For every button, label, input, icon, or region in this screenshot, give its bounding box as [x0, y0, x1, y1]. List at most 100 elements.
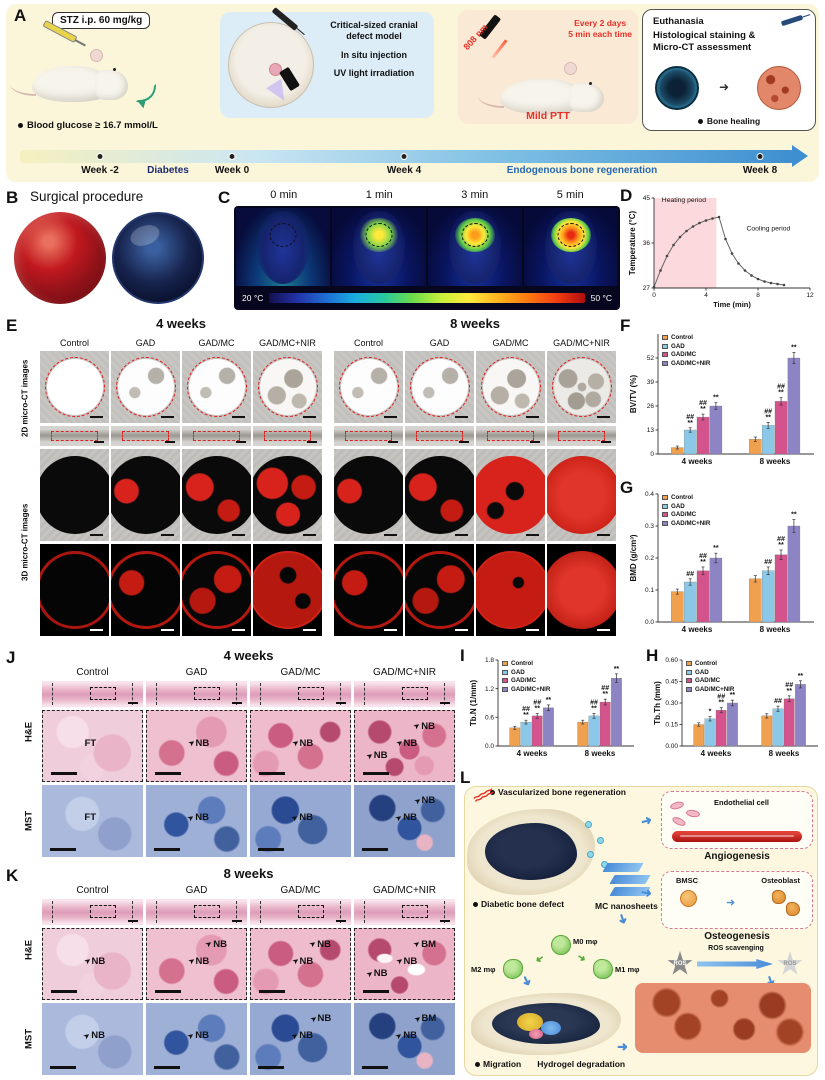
tissue-label-BM: ➤ BM [413, 938, 437, 950]
legend-item: GAD/MC+NIR [662, 360, 710, 367]
ros-text: ROS [783, 961, 797, 967]
column-header-GAD/MC+NIR: GAD/MC+NIR [372, 667, 437, 678]
ros-scavenging-arrow [697, 959, 773, 969]
defect-model-box: Critical-sized cranial defect model In s… [220, 7, 434, 118]
svg-text:45: 45 [643, 195, 651, 202]
svg-text:52: 52 [647, 355, 655, 362]
svg-text:8 weeks: 8 weeks [585, 749, 616, 758]
defect-disc [334, 456, 403, 534]
ros-scavenging-label: ROS scavenging [708, 945, 764, 952]
svg-text:0.0: 0.0 [645, 619, 654, 626]
legend-item: GAD/MC [662, 351, 710, 358]
panel-h-tbth-chart: H 0.00 0.15 0.30 0.45 0.60 Tb.Th (mm) 4 weeks *… [646, 646, 822, 768]
he-staining-image: ➤ NB ➤ NB ➤ NB [354, 710, 455, 782]
panel-d-temperature-curve: D 27 36 45 0 4 8 12 Heating period Cooling perio… [620, 186, 822, 314]
svg-text:**: ** [523, 712, 529, 719]
svg-text:8 weeks: 8 weeks [760, 625, 791, 634]
healed-bone-image [757, 66, 801, 110]
svg-text:27: 27 [643, 285, 651, 292]
osteogenesis-box: BMSC ➜ Osteoblast [661, 871, 813, 929]
bmsc-label: BMSC [676, 876, 699, 885]
legend-item: GAD [662, 503, 710, 510]
defect-margin-line [131, 683, 133, 705]
svg-text:Temperature (°C): Temperature (°C) [628, 210, 637, 275]
assessment-text: Histological staining & Micro-CT assessm… [653, 30, 755, 55]
panel-f-bvtv-chart: F 0 13 26 39 52 BV/TV (%) 4 weeks ## ** ## ** ** 8 w… [620, 316, 822, 476]
svg-text:0.0: 0.0 [485, 743, 494, 750]
tbn-chart: 0.0 0.6 1.2 1.8 Tb.N (1/mm) 4 weeks ## ** ## ** **… [468, 650, 638, 769]
defect-margin-line [156, 901, 158, 923]
micro-ct-3d-image [253, 544, 322, 636]
column-header-Control: Control [59, 338, 89, 348]
tissue-label-NB: ➤ NB [187, 1030, 210, 1042]
micro-ct-2d-section-image [111, 426, 180, 446]
week4-header: 4 weeks [156, 316, 206, 331]
legend-swatch [662, 352, 668, 357]
zoom-region-box [90, 686, 117, 700]
hydrogel-blob [541, 1021, 561, 1035]
micro-ct-2d-section-image [253, 426, 322, 446]
mouse-eye [113, 68, 117, 72]
svg-text:8 weeks: 8 weeks [769, 749, 800, 758]
svg-text:**: ** [700, 559, 706, 566]
mild-ptt-caption: Mild PTT [526, 110, 570, 122]
section-roi-box [264, 430, 311, 442]
hydrogel-photo [112, 212, 204, 304]
released-ion-dot [597, 837, 604, 844]
tissue-label-FT: FT [84, 737, 97, 749]
svg-text:0.6: 0.6 [485, 715, 494, 722]
svg-text:**: ** [778, 390, 784, 397]
svg-text:4 weeks: 4 weeks [517, 749, 548, 758]
defect-dashed-circle [365, 222, 393, 247]
defect-margin-line [52, 683, 54, 705]
legend-item: GAD [662, 343, 710, 350]
histology-overview-image [42, 899, 143, 925]
bullet-dot [473, 901, 478, 907]
section-roi-box [345, 430, 392, 442]
polarization-arrow: ➜ [532, 951, 546, 966]
defect-outline-dashed [186, 357, 247, 417]
diabetic-bone-defect-illustration [467, 809, 595, 895]
svg-text:**: ** [700, 406, 706, 413]
column-header-GAD: GAD [185, 667, 208, 678]
chart-legend: Control GAD GAD/MC GAD/MC+NIR [662, 334, 710, 367]
thermal-time-labels: 0 min 1 min 3 min 5 min [236, 189, 618, 201]
column-header-Control: Control [76, 667, 109, 678]
zoom-region-box [298, 686, 325, 700]
svg-text:##: ## [777, 384, 785, 391]
staining-line: Histological staining & [653, 30, 756, 41]
defect-outline-dashed [338, 357, 399, 417]
flow-arrow: ➜ [617, 1039, 628, 1054]
legend-swatch [502, 686, 508, 692]
tissue-label-NB: ➤ NB [413, 720, 435, 732]
tissue-label-NB: ➤ NB [205, 938, 227, 950]
micro-ct-3d-image [476, 544, 545, 636]
thermal-time-label: 0 min [270, 189, 298, 201]
micro-ct-3d-image [182, 544, 251, 636]
svg-text:##: ## [590, 700, 598, 707]
svg-text:*: * [709, 709, 712, 716]
blood-vessel-illustration [672, 831, 802, 842]
svg-text:4: 4 [704, 292, 708, 299]
timeline-marker-week-8 [756, 153, 764, 160]
timeline-marker-week-m2 [96, 153, 104, 160]
micro-ct-2d-top-image [547, 351, 616, 423]
week-8-label: Week 8 [742, 165, 778, 176]
chart-legend: Control GAD GAD/MC GAD/MC+NIR [686, 660, 734, 693]
micro-ct-2d-top-image [334, 351, 403, 423]
timeline-marker-week-0 [228, 153, 236, 160]
legend-swatch [686, 678, 692, 683]
euthanasia-label: Euthanasia [653, 16, 704, 27]
regeneration-phase-label: Endogenous bone regeneration [506, 165, 658, 176]
endothelial-cell-icon [685, 808, 701, 819]
svg-text:12: 12 [806, 292, 814, 299]
column-header-GAD/MC+NIR: GAD/MC+NIR [553, 338, 610, 348]
svg-text:**: ** [791, 512, 797, 519]
bone-ring [476, 551, 545, 629]
mouse-skull-illustration [228, 22, 314, 108]
bmsc-cell-icon [680, 890, 697, 907]
panel-j-title: 4 weeks [223, 648, 274, 663]
m1-macrophage-icon [593, 959, 613, 979]
uv-line: UV light irradiation [333, 67, 415, 78]
ros-text: ROS [673, 961, 687, 967]
